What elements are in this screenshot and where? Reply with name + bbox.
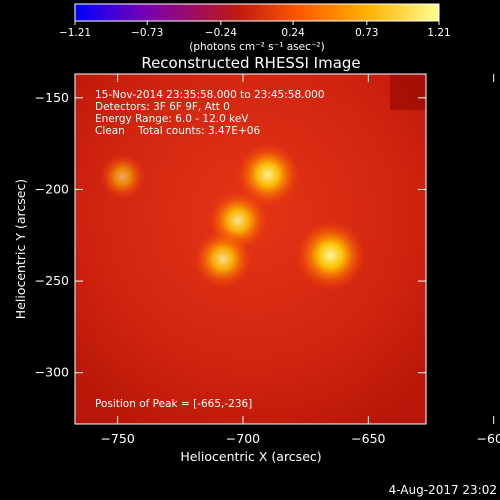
- colorbar-tick-label: 0.24: [281, 27, 305, 39]
- x-tick-label: −600: [477, 431, 500, 446]
- colorbar-tick-label: 1.21: [427, 27, 450, 39]
- y-tick-label: −150: [35, 90, 69, 105]
- y-tick-label: −200: [35, 181, 69, 196]
- colorbar: −1.21 −0.73 −0.24 0.24 0.73 1.21 (photons cm⁻…: [59, 3, 451, 53]
- y-axis-label: Heliocentric Y (arcsec): [13, 179, 28, 319]
- x-tick-label: −700: [226, 431, 260, 446]
- annotation-clean-counts: Clean Total counts: 3.47E+06: [95, 125, 260, 137]
- colorbar-unit-label: (photons cm⁻² s⁻¹ asec⁻²): [189, 41, 324, 53]
- chart-title: Reconstructed RHESSI Image: [141, 54, 360, 72]
- annotations: 15-Nov-2014 23:35:58.000 to 23:45:58.000…: [95, 89, 325, 410]
- source-glow: [295, 220, 367, 291]
- plot-frame: [74, 73, 427, 425]
- annotation-time-range: 15-Nov-2014 23:35:58.000 to 23:45:58.000: [95, 89, 325, 101]
- colorbar-gradient: [74, 3, 440, 22]
- annotation-peak-position: Position of Peak = [-665,-236]: [95, 398, 252, 410]
- source-glow: [236, 142, 301, 207]
- heatmap-dark-corner: [390, 74, 426, 110]
- colorbar-tick-label: −0.24: [205, 27, 237, 39]
- source-glow: [193, 229, 253, 289]
- colorbar-tick-label: −0.73: [131, 27, 163, 39]
- heatmap-image: [75, 74, 426, 424]
- y-tick-label: −250: [35, 273, 69, 288]
- y-tick-label: −300: [35, 365, 69, 380]
- footer-date: 4-Aug-2017 23:02: [389, 483, 497, 497]
- x-axis-label: Heliocentric X (arcsec): [180, 449, 321, 464]
- x-tick-label: −650: [351, 431, 385, 446]
- x-tick-label: −750: [100, 431, 134, 446]
- annotation-energy-range: Energy Range: 6.0 - 12.0 keV: [95, 113, 249, 125]
- annotation-detectors: Detectors: 3F 6F 9F, Att 0: [95, 101, 230, 113]
- colorbar-tick-label: 0.73: [355, 27, 378, 39]
- source-glow: [99, 153, 146, 200]
- colorbar-tick-label: −1.21: [59, 27, 91, 39]
